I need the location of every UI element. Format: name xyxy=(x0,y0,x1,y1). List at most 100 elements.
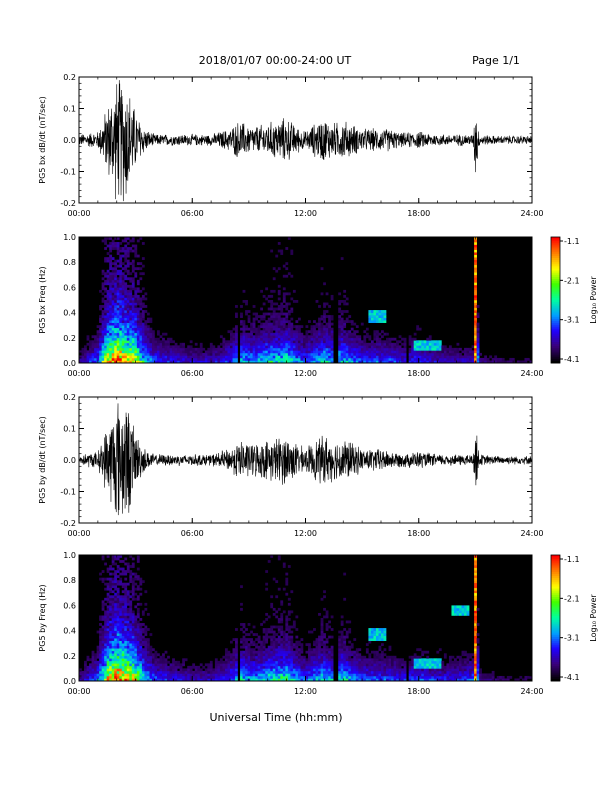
spectrogram-cell xyxy=(139,330,143,334)
spectrogram-cell xyxy=(330,645,334,649)
spectrogram-cell xyxy=(242,289,246,293)
spectrogram-cell xyxy=(227,360,231,364)
spectrogram-cell xyxy=(240,628,243,631)
spectrogram-cell xyxy=(104,360,107,364)
spectrogram-cell xyxy=(119,320,123,323)
spectrogram-cell xyxy=(310,332,314,336)
spectrogram-cell xyxy=(275,668,279,672)
spectrogram-cell xyxy=(297,360,301,364)
spectrogram-cell xyxy=(106,237,110,240)
spectrogram-cell xyxy=(408,350,412,354)
spectrogram-cell xyxy=(431,342,435,346)
spectrogram-cell xyxy=(318,345,321,349)
spectrogram-cell xyxy=(378,315,382,318)
spectrogram-cell xyxy=(358,350,362,354)
spectrogram-cell xyxy=(260,673,264,677)
spectrogram-cell xyxy=(121,247,125,250)
spectrogram-cell xyxy=(182,357,185,361)
spectrogram-cell xyxy=(318,668,321,672)
spectrogram-cell xyxy=(318,663,321,667)
spectrogram-cell xyxy=(353,638,357,641)
spectrogram-cell xyxy=(172,663,175,667)
spectrogram-cell xyxy=(119,650,123,654)
spectrogram-cell xyxy=(313,340,316,344)
spectrogram-cells xyxy=(79,555,533,682)
spectrogram-cell xyxy=(154,357,158,361)
spectrogram-cell xyxy=(340,673,344,677)
spectrogram-cell xyxy=(111,658,115,662)
spectrogram-cell xyxy=(154,360,158,364)
spectrogram-cell xyxy=(144,660,148,664)
spectrogram-cell xyxy=(162,675,165,679)
spectrogram-cell xyxy=(267,628,271,631)
spectrogram-cell xyxy=(131,355,135,359)
spectrogram-cell xyxy=(159,352,163,356)
spectrogram-cell xyxy=(474,340,477,344)
spectrogram-cell xyxy=(446,355,450,359)
spectrogram-cell xyxy=(343,340,347,344)
spectrogram-cell xyxy=(126,350,130,354)
spectrogram-cell xyxy=(167,673,170,677)
spectrogram-cell xyxy=(224,342,228,346)
spectrogram-cell xyxy=(315,300,319,303)
spectrogram-cell xyxy=(131,660,135,664)
spectrogram-cell xyxy=(315,643,319,647)
spectrogram-cell xyxy=(474,239,477,243)
spectrogram-cell xyxy=(262,638,266,641)
spectrogram-cell xyxy=(340,665,344,669)
spectrogram-cell xyxy=(479,352,482,356)
spectrogram-cell xyxy=(104,337,107,341)
spectrogram-cell xyxy=(119,618,123,621)
spectrogram-cell xyxy=(124,670,128,674)
spectrogram-cell xyxy=(96,653,100,657)
spectrogram-cell xyxy=(330,635,334,639)
spectrogram-cell xyxy=(340,658,344,662)
spectrogram-cell xyxy=(141,612,145,616)
spectrogram-cell xyxy=(375,310,379,313)
spectrogram-cell xyxy=(343,289,347,293)
spectrogram-cell xyxy=(290,330,294,334)
spectrogram-cell xyxy=(151,340,155,344)
spectrogram-cell xyxy=(250,653,253,657)
spectrogram-cell xyxy=(124,312,128,316)
spectrogram-cell xyxy=(131,294,135,298)
spectrogram-cell xyxy=(189,340,193,344)
spectrogram-cell xyxy=(235,655,238,659)
spectrogram-cell xyxy=(348,350,352,354)
spectrogram-cell xyxy=(131,282,135,286)
spectrogram-cell xyxy=(320,650,324,654)
spectrogram-cell xyxy=(121,355,125,359)
spectrogram-cell xyxy=(255,638,258,641)
spectrogram-cell xyxy=(290,653,294,657)
spectrogram-cell xyxy=(99,355,102,359)
spectrogram-cell xyxy=(129,292,133,296)
spectrogram-cell xyxy=(290,345,294,349)
spectrogram-cell xyxy=(99,320,102,323)
spectrogram-cell xyxy=(136,335,140,339)
spectrogram-cell xyxy=(141,643,145,647)
spectrogram-cell xyxy=(358,658,362,662)
spectrogram-cell xyxy=(363,360,367,364)
spectrogram-cell xyxy=(360,347,364,351)
spectrogram-cell xyxy=(129,279,133,283)
spectrogram-cell xyxy=(340,317,344,321)
spectrogram-cell xyxy=(227,655,231,659)
spectrogram-cell xyxy=(265,618,269,621)
spectrogram-cell xyxy=(116,582,120,586)
spectrogram-cell xyxy=(277,315,281,318)
spectrogram-cell xyxy=(179,352,183,356)
spectrogram-cell xyxy=(320,625,324,629)
spectrogram-cell xyxy=(245,628,248,631)
spectrogram-cell xyxy=(408,340,412,344)
spectrogram-cell xyxy=(358,660,362,664)
colorbar-step xyxy=(551,260,560,263)
spectrogram-cell xyxy=(136,577,140,581)
spectrogram-cell xyxy=(340,623,344,626)
spectrogram-cell xyxy=(401,337,404,341)
spectrogram-cell xyxy=(250,337,253,341)
spectrogram-cell xyxy=(114,267,118,271)
spectrogram-cell xyxy=(318,670,321,674)
spectrogram-cell xyxy=(219,670,223,674)
spectrogram-cell xyxy=(262,294,266,298)
spectrogram-cell xyxy=(116,340,120,344)
